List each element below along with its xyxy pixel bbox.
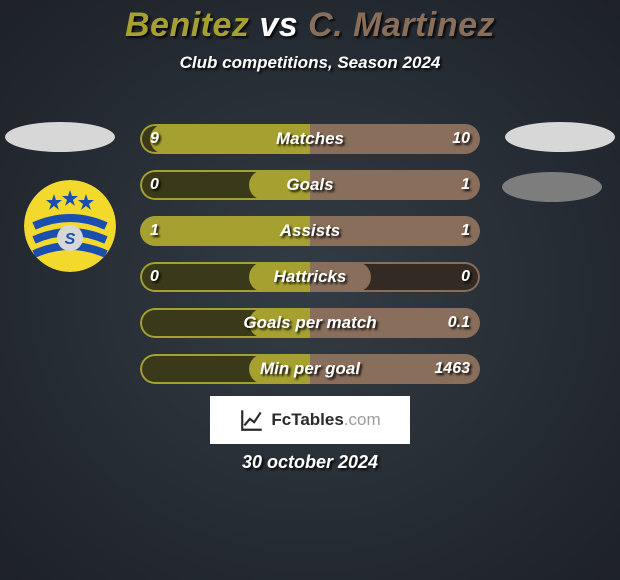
bar-fill-left [249, 170, 310, 200]
stat-row: Goals per match0.1 [140, 308, 480, 338]
stat-value-right: 1 [461, 176, 470, 194]
right-marker-ellipse-2 [502, 172, 602, 202]
content: Benitez vs C. Martinez Club competitions… [0, 0, 620, 580]
svg-text:S: S [65, 231, 76, 248]
page-title: Benitez vs C. Martinez [0, 6, 620, 45]
bar-fill-left [249, 308, 310, 338]
date-text: 30 october 2024 [0, 452, 620, 473]
club-badge: S [24, 180, 116, 272]
stat-row: Goals01 [140, 170, 480, 200]
left-marker-ellipse [5, 122, 115, 152]
chart-icon [239, 407, 265, 433]
watermark: FcTables.com [210, 396, 410, 444]
bar-fill-right [310, 216, 480, 246]
watermark-tld: .com [344, 410, 381, 429]
stat-value-left: 0 [150, 268, 159, 286]
right-marker-ellipse [505, 122, 615, 152]
bar-fill-left [140, 216, 310, 246]
vs-text: vs [259, 6, 298, 44]
bar-fill-left [249, 354, 310, 384]
player1-name: Benitez [125, 6, 249, 44]
watermark-brand: FcTables [271, 410, 343, 429]
club-badge-svg: S [24, 180, 116, 272]
subtitle: Club competitions, Season 2024 [0, 53, 620, 73]
stat-row: Hattricks00 [140, 262, 480, 292]
stat-row: Min per goal1463 [140, 354, 480, 384]
watermark-text: FcTables.com [271, 410, 380, 430]
stat-value-left: 1 [150, 222, 159, 240]
stat-value-right: 1463 [434, 360, 470, 378]
stat-row: Matches910 [140, 124, 480, 154]
stat-value-right: 0.1 [448, 314, 470, 332]
bar-fill-right [310, 262, 371, 292]
stat-value-right: 1 [461, 222, 470, 240]
stat-value-left: 9 [150, 130, 159, 148]
bar-fill-right [310, 170, 480, 200]
player2-name: C. Martinez [308, 6, 495, 44]
stat-value-left: 0 [150, 176, 159, 194]
stat-row: Assists11 [140, 216, 480, 246]
bar-fill-left [150, 124, 310, 154]
stats-bars: Matches910Goals01Assists11Hattricks00Goa… [140, 124, 480, 400]
stat-value-right: 0 [461, 268, 470, 286]
bar-fill-left [249, 262, 310, 292]
stat-value-right: 10 [452, 130, 470, 148]
